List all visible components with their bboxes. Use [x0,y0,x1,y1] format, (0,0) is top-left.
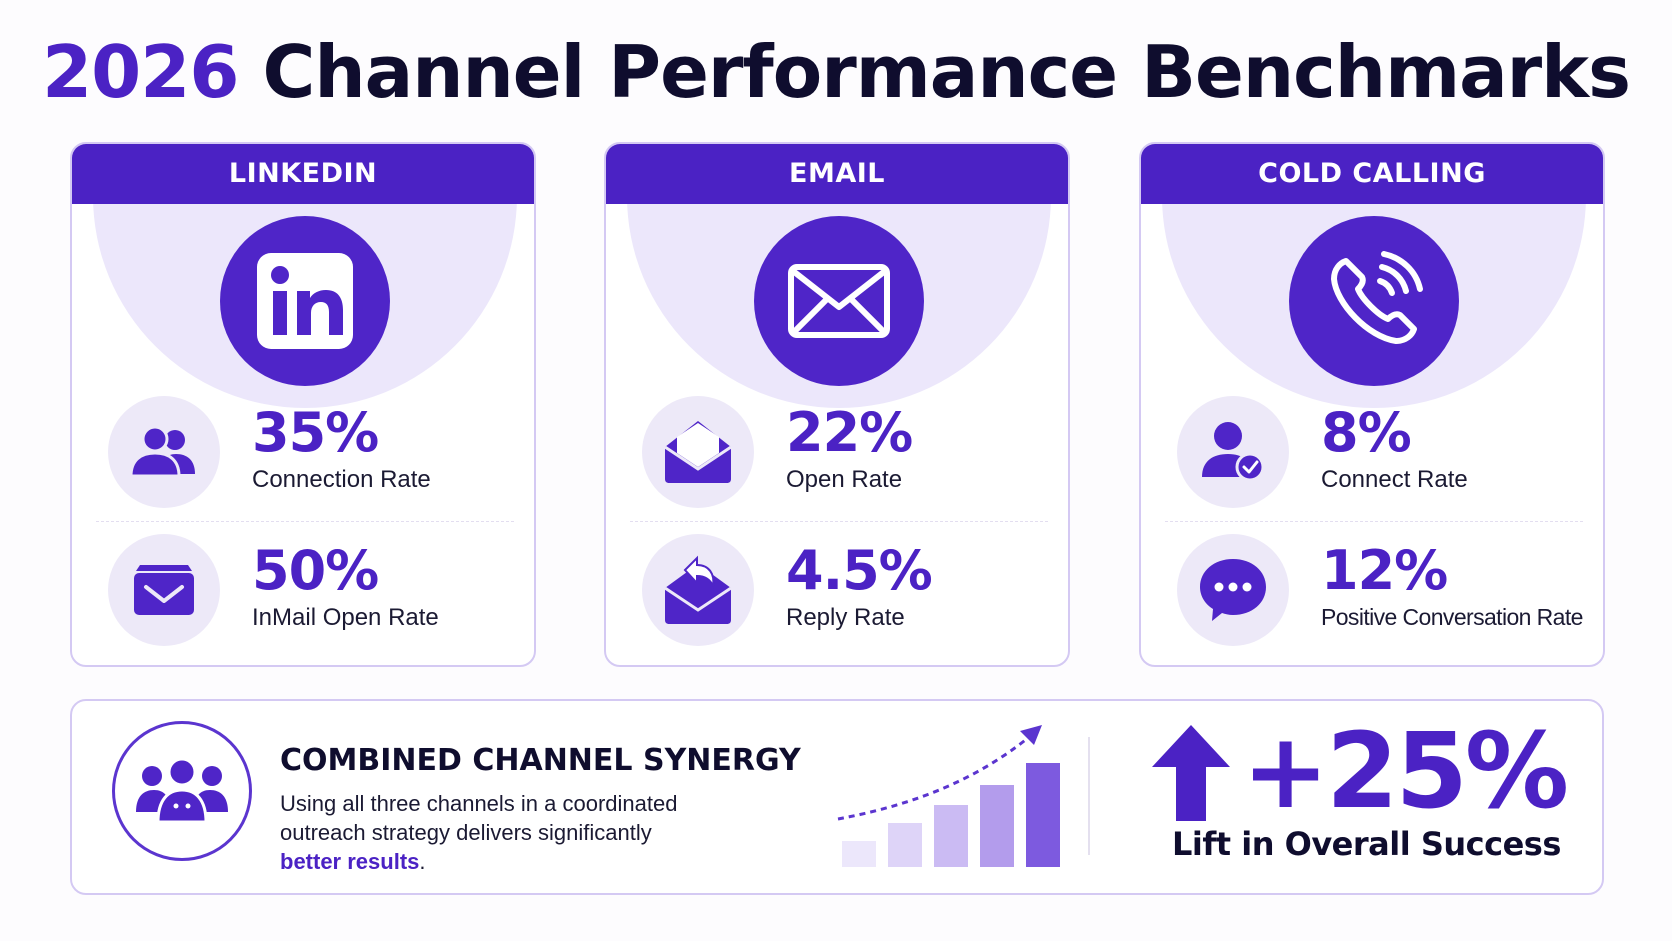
card-header-cold-calling: COLD CALLING [1141,144,1603,204]
up-arrow-icon [1152,725,1230,826]
growth-bars-icon [812,723,1062,878]
panel-divider [1088,737,1090,855]
synergy-panel: COMBINED CHANNEL SYNERGY Using all three… [70,699,1604,895]
card-linkedin: LINKEDIN 35% Connection Rate [70,142,536,667]
user-check-icon [1177,396,1289,508]
synergy-desc-line: outreach strategy delivers significantly [280,820,652,845]
synergy-desc-highlight: better results [280,849,420,874]
card-email: EMAIL 22% Open Rate 4.5% Reply Ra [604,142,1070,667]
metric-divider [96,521,514,522]
open-envelope-icon [642,396,754,508]
metric-label: InMail Open Rate [252,604,439,631]
metric-positive-conversation-rate: 12% Positive Conversation Rate [1177,534,1597,646]
synergy-desc-end: . [419,849,426,874]
synergy-description: Using all three channels in a coordinate… [280,789,710,876]
lift-value: +25% [1242,710,1569,832]
metric-value: 50% [252,539,379,602]
metric-inmail-open-rate: 50% InMail Open Rate [108,534,528,646]
linkedin-icon [220,216,390,386]
chat-bubble-icon [1177,534,1289,646]
inmail-icon [108,534,220,646]
team-icon [112,721,252,861]
metric-connection-rate: 35% Connection Rate [108,396,528,508]
page-title: 2026 Channel Performance Benchmarks [0,30,1672,114]
envelope-icon [754,216,924,386]
lift-label: Lift in Overall Success [1172,825,1561,863]
metric-value: 22% [786,401,913,464]
card-header-email: EMAIL [606,144,1068,204]
synergy-title: COMBINED CHANNEL SYNERGY [280,743,801,778]
metric-value: 8% [1321,401,1412,464]
reply-envelope-icon [642,534,754,646]
synergy-desc-line: Using all three channels in a coordinate… [280,791,678,816]
metric-reply-rate: 4.5% Reply Rate [642,534,1062,646]
phone-icon [1289,216,1459,386]
title-year: 2026 [42,30,239,114]
metric-value: 12% [1321,539,1448,602]
metric-divider [1165,521,1583,522]
users-icon [108,396,220,508]
card-cold-calling: COLD CALLING 8% Connect Rate [1139,142,1605,667]
metric-label: Connection Rate [252,466,431,493]
metric-divider [630,521,1048,522]
metric-label: Connect Rate [1321,466,1468,493]
metric-connect-rate: 8% Connect Rate [1177,396,1597,508]
title-text: Channel Performance Benchmarks [262,30,1631,114]
metric-label: Open Rate [786,466,903,493]
metric-value: 35% [252,401,379,464]
card-header-linkedin: LINKEDIN [72,144,534,204]
metric-value: 4.5% [786,539,933,602]
metric-open-rate: 22% Open Rate [642,396,1062,508]
metric-label: Reply Rate [786,604,905,631]
metric-label: Positive Conversation Rate [1321,604,1583,630]
